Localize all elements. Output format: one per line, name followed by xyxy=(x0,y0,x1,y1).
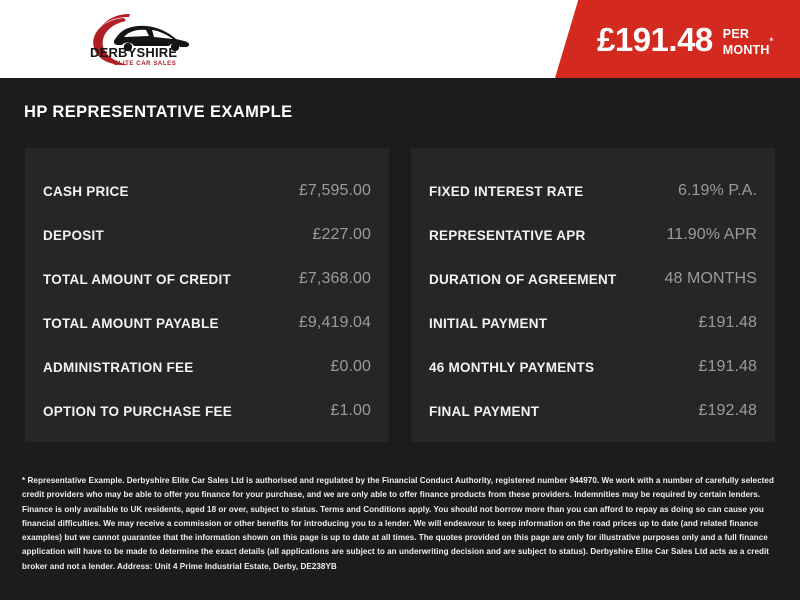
row-value: £192.48 xyxy=(698,402,757,419)
table-row: DEPOSIT £227.00 xyxy=(43,225,371,245)
row-label: 46 MONTHLY PAYMENTS xyxy=(429,359,595,375)
finance-details-panels: CASH PRICE £7,595.00 DEPOSIT £227.00 TOT… xyxy=(25,148,775,442)
table-row: ADMINISTRATION FEE £0.00 xyxy=(43,357,371,377)
table-row: CASH PRICE £7,595.00 xyxy=(43,181,371,201)
row-label: TOTAL AMOUNT PAYABLE xyxy=(43,315,219,331)
monthly-price-period: PER MONTH* xyxy=(723,27,800,57)
table-row: OPTION TO PURCHASE FEE £1.00 xyxy=(43,401,371,421)
row-label: OPTION TO PURCHASE FEE xyxy=(43,403,233,419)
row-label: INITIAL PAYMENT xyxy=(429,315,548,331)
row-value: £7,368.00 xyxy=(298,270,371,287)
table-row: TOTAL AMOUNT PAYABLE £9,419.04 xyxy=(43,313,371,333)
row-label: DURATION OF AGREEMENT xyxy=(429,271,617,287)
row-value: £227.00 xyxy=(312,226,371,243)
table-row: TOTAL AMOUNT OF CREDIT £7,368.00 xyxy=(43,269,371,289)
legal-disclaimer: * Representative Example. Derbyshire Eli… xyxy=(22,476,774,571)
table-row: INITIAL PAYMENT £191.48 xyxy=(429,313,757,333)
row-label: DEPOSIT xyxy=(43,227,105,243)
row-label: FINAL PAYMENT xyxy=(429,403,540,419)
row-value: £1.00 xyxy=(330,402,371,419)
price-asterisk: * xyxy=(769,35,774,46)
table-row: FINAL PAYMENT £192.48 xyxy=(429,401,757,421)
table-row: REPRESENTATIVE APR 11.90% APR xyxy=(429,225,757,245)
row-value: 6.19% P.A. xyxy=(678,182,757,199)
row-label: REPRESENTATIVE APR xyxy=(429,227,586,243)
row-label: TOTAL AMOUNT OF CREDIT xyxy=(43,271,231,287)
row-value: £191.48 xyxy=(698,358,757,375)
row-value: 48 MONTHS xyxy=(664,270,757,287)
table-row: FIXED INTEREST RATE 6.19% P.A. xyxy=(429,181,757,201)
table-row: 46 MONTHLY PAYMENTS £191.48 xyxy=(429,357,757,377)
page-header: DERBYSHIRE ELITE CAR SALES £191.48 PER M… xyxy=(0,0,800,78)
row-label: FIXED INTEREST RATE xyxy=(429,183,584,199)
row-value: £0.00 xyxy=(330,358,371,375)
table-row: DURATION OF AGREEMENT 48 MONTHS xyxy=(429,269,757,289)
monthly-price-banner: £191.48 PER MONTH* xyxy=(555,0,800,78)
svg-text:DERBYSHIRE: DERBYSHIRE xyxy=(90,45,177,60)
monthly-price-period-text: PER MONTH xyxy=(722,26,770,58)
left-details-panel: CASH PRICE £7,595.00 DEPOSIT £227.00 TOT… xyxy=(25,148,389,442)
row-value: £7,595.00 xyxy=(298,182,371,199)
row-label: ADMINISTRATION FEE xyxy=(43,359,194,375)
row-value: £9,419.04 xyxy=(298,314,371,331)
right-details-panel: FIXED INTEREST RATE 6.19% P.A. REPRESENT… xyxy=(411,148,775,442)
row-value: 11.90% APR xyxy=(666,226,757,243)
svg-text:ELITE CAR SALES: ELITE CAR SALES xyxy=(114,61,176,67)
monthly-price-amount: £191.48 xyxy=(597,20,713,58)
page-title: HP REPRESENTATIVE EXAMPLE xyxy=(24,103,293,121)
row-value: £191.48 xyxy=(698,314,757,331)
row-label: CASH PRICE xyxy=(43,183,129,199)
derbyshire-elite-car-sales-logo: DERBYSHIRE ELITE CAR SALES xyxy=(72,8,202,72)
